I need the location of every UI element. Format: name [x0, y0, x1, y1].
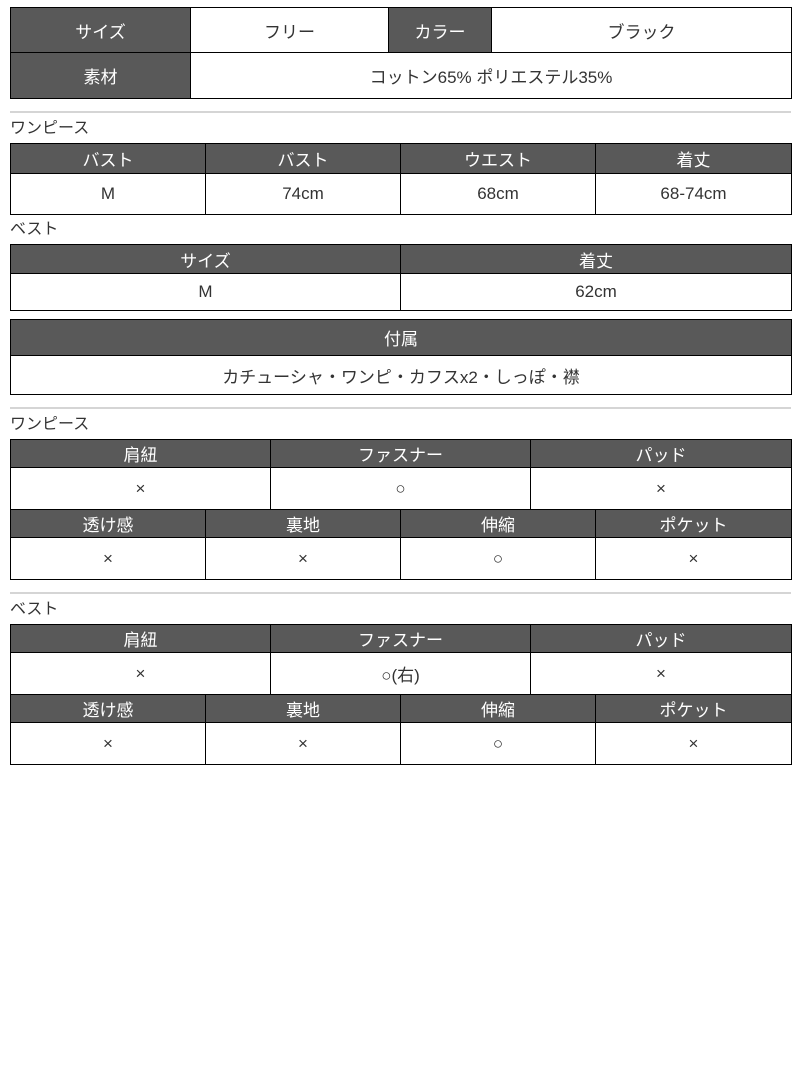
table-accessories: 付属 カチューシャ・ワンピ・カフスx2・しっぽ・襟	[10, 319, 792, 395]
value-cell: M	[10, 173, 206, 215]
header-cell: 着丈	[400, 244, 792, 274]
section-separator	[10, 111, 791, 113]
header-cell: 素材	[10, 52, 191, 99]
header-cell: 付属	[10, 319, 792, 356]
feature-mark-cell: ×	[10, 722, 206, 765]
header-cell: ウエスト	[400, 143, 596, 174]
section-separator	[10, 592, 791, 594]
table-row: × ○ ×	[10, 467, 792, 510]
feature-mark-cell: ×	[205, 722, 401, 765]
value-cell: 74cm	[205, 173, 401, 215]
group-label: ベスト	[10, 221, 59, 238]
header-cell: パッド	[530, 439, 792, 468]
group-label: ワンピース	[10, 120, 90, 137]
value-cell: 68-74cm	[595, 173, 792, 215]
table-row: M 74cm 68cm 68-74cm	[10, 173, 792, 215]
table-row: × × ○ ×	[10, 537, 792, 580]
feature-mark-cell: ×	[205, 537, 401, 580]
table-onepiece-spec-straps: 肩紐 ファスナー パッド × ○ ×	[10, 439, 792, 510]
table-row: バスト バスト ウエスト 着丈	[10, 143, 792, 174]
table-row: M 62cm	[10, 273, 792, 311]
value-cell: コットン65% ポリエステル35%	[190, 52, 792, 99]
section-separator	[10, 407, 791, 409]
header-cell: ファスナー	[270, 439, 531, 468]
table-onepiece-size: バスト バスト ウエスト 着丈 M 74cm 68cm 68-74cm	[10, 143, 792, 215]
value-cell: フリー	[190, 7, 389, 53]
table-row: カチューシャ・ワンピ・カフスx2・しっぽ・襟	[10, 355, 792, 395]
header-cell: 着丈	[595, 143, 792, 174]
feature-mark-cell: ×	[530, 652, 792, 695]
feature-mark-cell: ○	[270, 467, 531, 510]
header-cell: パッド	[530, 624, 792, 653]
value-cell: カチューシャ・ワンピ・カフスx2・しっぽ・襟	[10, 355, 792, 395]
feature-mark-cell: ×	[530, 467, 792, 510]
header-cell: サイズ	[10, 7, 191, 53]
table-vest-spec-fabric: 透け感 裏地 伸縮 ポケット × × ○ ×	[10, 694, 792, 765]
feature-mark-cell: ×	[10, 467, 271, 510]
table-row: サイズ フリー カラー ブラック	[10, 7, 792, 53]
header-cell: 透け感	[10, 694, 206, 723]
header-cell: ポケット	[595, 509, 792, 538]
table-row: 肩紐 ファスナー パッド	[10, 624, 792, 653]
value-cell: 68cm	[400, 173, 596, 215]
header-cell: バスト	[10, 143, 206, 174]
header-cell: 裏地	[205, 509, 401, 538]
header-cell: ファスナー	[270, 624, 531, 653]
group-label: ワンピース	[10, 416, 90, 433]
header-cell: 伸縮	[400, 694, 596, 723]
header-cell: ポケット	[595, 694, 792, 723]
table-product-info: サイズ フリー カラー ブラック 素材 コットン65% ポリエステル35%	[10, 7, 792, 99]
feature-mark-cell: ○	[400, 722, 596, 765]
table-vest-spec-straps: 肩紐 ファスナー パッド × ○(右) ×	[10, 624, 792, 695]
group-label: ベスト	[10, 601, 59, 618]
header-cell: バスト	[205, 143, 401, 174]
header-cell: 裏地	[205, 694, 401, 723]
header-cell: 透け感	[10, 509, 206, 538]
header-cell: 伸縮	[400, 509, 596, 538]
header-cell: サイズ	[10, 244, 401, 274]
feature-mark-cell: ×	[10, 652, 271, 695]
value-cell: ブラック	[491, 7, 792, 53]
feature-mark-cell: ×	[595, 537, 792, 580]
feature-mark-cell: ○	[400, 537, 596, 580]
header-cell: 肩紐	[10, 439, 271, 468]
header-cell: 肩紐	[10, 624, 271, 653]
spec-sections: サイズ フリー カラー ブラック 素材 コットン65% ポリエステル35% ワンピース バスト…	[10, 7, 792, 765]
table-row: 肩紐 ファスナー パッド	[10, 439, 792, 468]
table-vest-size: サイズ 着丈 M 62cm	[10, 244, 792, 311]
table-row: 透け感 裏地 伸縮 ポケット	[10, 509, 792, 538]
table-row: 付属	[10, 319, 792, 356]
feature-mark-cell: ×	[10, 537, 206, 580]
header-cell: カラー	[388, 7, 492, 53]
feature-mark-cell: ○(右)	[270, 652, 531, 695]
value-cell: 62cm	[400, 273, 792, 311]
table-onepiece-spec-fabric: 透け感 裏地 伸縮 ポケット × × ○ ×	[10, 509, 792, 580]
table-row: × ○(右) ×	[10, 652, 792, 695]
table-row: サイズ 着丈	[10, 244, 792, 274]
table-row: 透け感 裏地 伸縮 ポケット	[10, 694, 792, 723]
value-cell: M	[10, 273, 401, 311]
table-row: × × ○ ×	[10, 722, 792, 765]
table-row: 素材 コットン65% ポリエステル35%	[10, 52, 792, 99]
feature-mark-cell: ×	[595, 722, 792, 765]
